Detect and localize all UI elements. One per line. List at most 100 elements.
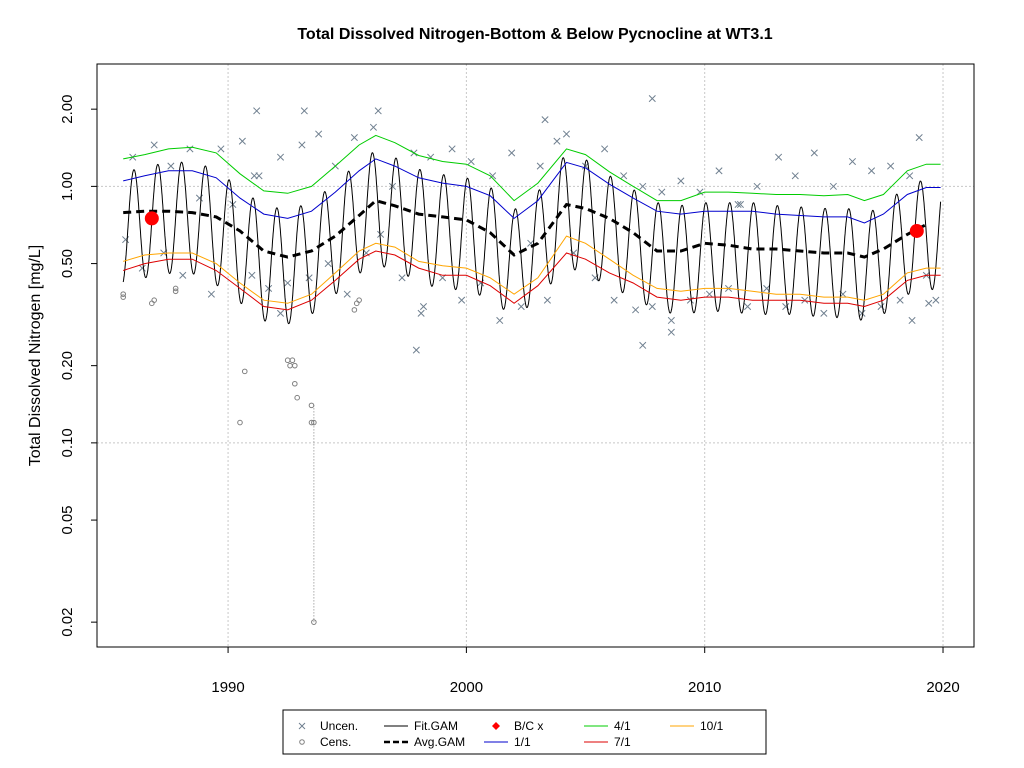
uncensored-point (915, 134, 923, 142)
legend-symbol-bc (492, 722, 500, 730)
uncensored-point (610, 296, 618, 304)
censored-point (294, 394, 300, 401)
uncensored-point (343, 290, 351, 298)
legend-label: 7/1 (614, 735, 631, 749)
uncensored-point (705, 290, 714, 298)
uncensored-point (906, 172, 914, 180)
uncensored-point (179, 271, 187, 279)
x-tick-label: 1990 (211, 679, 244, 696)
y-axis-ticks: 0.02 0.05 0.10 0.20 0.50 1.00 2.00 (59, 95, 97, 637)
curve-7-1 (123, 250, 941, 311)
x-tick-label: 2000 (450, 679, 483, 696)
censored-point (120, 291, 127, 297)
legend-symbol-uncensored (298, 722, 306, 730)
uncensored-point (489, 172, 497, 180)
uncensored-point (238, 137, 246, 145)
uncensored-point (138, 264, 146, 272)
legend-symbol-censored (299, 739, 305, 745)
legend-box (282, 709, 767, 755)
uncensored-point (896, 296, 904, 304)
chart-title: Total Dissolved Nitrogen-Bottom & Below … (297, 26, 772, 43)
uncensored-point (820, 309, 828, 317)
y-tick-label: 0.20 (59, 351, 76, 380)
censored-point (284, 357, 291, 364)
uncensored-points (122, 94, 940, 354)
censored-point (308, 402, 315, 409)
censored-point (292, 362, 298, 369)
uncensored-point (122, 236, 130, 244)
uncensored-point (265, 284, 273, 292)
fit-gam-series (122, 152, 942, 325)
uncensored-point (858, 309, 866, 317)
censored-point (241, 368, 248, 375)
uncensored-point (374, 107, 382, 115)
uncensored-point (648, 302, 656, 311)
curve-1-1 (123, 158, 941, 224)
legend: Uncen. Cens. Fit.GAM Avg.GAM B/C x 1/1 4/1 7/1 1… (282, 709, 767, 755)
uncensored-point (448, 145, 456, 153)
uncensored-point (908, 316, 916, 325)
censored-points (120, 285, 362, 625)
uncensored-point (315, 130, 323, 138)
uncensored-point (887, 162, 895, 170)
censored-point (311, 619, 317, 625)
uncensored-point (300, 107, 308, 115)
uncensored-point (848, 157, 857, 166)
censored-point (308, 419, 315, 426)
uncensored-point (541, 116, 549, 124)
y-tick-label: 0.02 (59, 608, 76, 637)
uncensored-point (419, 302, 428, 311)
legend-label: B/C x (514, 719, 543, 733)
grid-lines (97, 64, 974, 647)
legend-label: 10/1 (700, 719, 724, 733)
plot-frame (96, 63, 975, 648)
censored-point (292, 380, 298, 387)
censored-point (353, 300, 360, 307)
uncensored-point (398, 274, 406, 282)
censored-point (172, 285, 179, 292)
uncensored-point (648, 94, 656, 103)
uncensored-point (639, 182, 647, 190)
uncensored-point (867, 167, 876, 175)
uncensored-point (217, 145, 225, 153)
uncensored-point (829, 182, 837, 190)
y-tick-label: 1.00 (59, 172, 76, 201)
uncensored-point (276, 309, 285, 317)
legend-label: 4/1 (614, 719, 631, 733)
uncensored-point (150, 141, 158, 149)
legend-label: Uncen. (320, 719, 358, 733)
uncensored-point (658, 188, 666, 196)
uncensored-point (458, 296, 466, 304)
uncensored-point (508, 149, 516, 157)
uncensored-point (744, 302, 752, 311)
uncensored-point (620, 172, 628, 180)
censored-point (149, 300, 155, 307)
bc-point (144, 211, 159, 226)
censored-point (120, 294, 127, 300)
y-axis-label: Total Dissolved Nitrogen [mg/L] (27, 245, 44, 466)
y-tick-label: 0.05 (59, 505, 76, 534)
uncensored-point (775, 153, 783, 161)
uncensored-point (536, 162, 544, 170)
curve-4-1 (123, 134, 941, 202)
uncensored-point (686, 296, 694, 304)
y-tick-label: 0.10 (59, 428, 76, 457)
x-axis-ticks: 1990 2000 2010 2020 (211, 647, 960, 696)
y-tick-label: 0.50 (59, 249, 76, 278)
uncensored-point (667, 328, 675, 336)
censored-point (311, 419, 317, 426)
uncensored-point (298, 141, 306, 149)
censored-point (356, 297, 362, 303)
uncensored-point (736, 200, 745, 209)
uncensored-point (417, 309, 425, 317)
seasonal-curves (123, 134, 941, 311)
uncensored-point (467, 157, 475, 166)
censored-point (237, 419, 243, 426)
legend-label: Cens. (320, 735, 351, 749)
uncensored-point (810, 149, 818, 157)
uncensored-point (412, 346, 420, 354)
uncensored-point (284, 279, 292, 287)
uncensored-point (517, 302, 525, 311)
curve-10-1 (123, 235, 941, 304)
uncensored-point (305, 274, 313, 282)
